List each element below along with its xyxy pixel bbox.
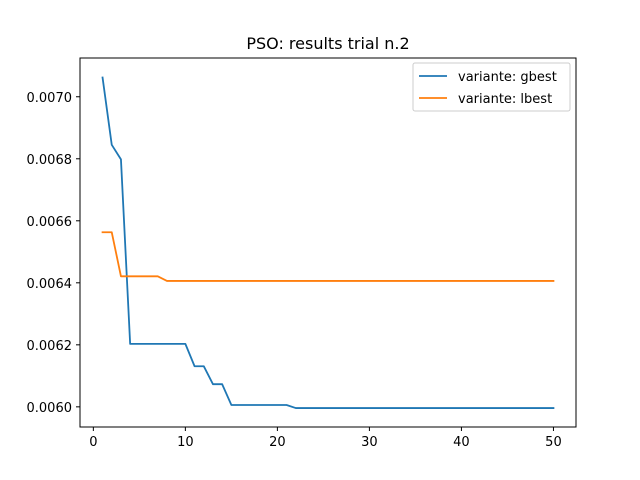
chart-title: PSO: results trial n.2 [246, 34, 409, 53]
series-line-lbest [101, 231, 555, 282]
series-line-gbest [101, 76, 555, 409]
legend-label-gbest: variante: gbest [458, 70, 557, 85]
x-tick-label: 30 [361, 435, 378, 450]
x-tick-label: 10 [177, 435, 194, 450]
plot-area: 0 10 20 30 40 50 0.0060 0.0062 0.0064 0.0066 0.006… [27, 57, 577, 450]
y-tick-label: 0.0062 [27, 339, 73, 354]
y-tick-label: 0.0064 [27, 277, 73, 292]
x-tick-label: 20 [269, 435, 286, 450]
axes-frame [79, 57, 577, 428]
x-tick-label: 40 [453, 435, 470, 450]
y-tick-label: 0.0070 [27, 91, 73, 106]
y-tick-label: 0.0066 [27, 215, 73, 230]
x-tick-label: 50 [545, 435, 562, 450]
legend: variante: gbest variante: lbest [412, 62, 571, 112]
x-tick-label: 0 [89, 435, 97, 450]
y-tick-label: 0.0060 [27, 401, 73, 416]
legend-box [412, 62, 571, 112]
y-tick-label: 0.0068 [27, 153, 73, 168]
legend-label-lbest: variante: lbest [458, 92, 552, 107]
